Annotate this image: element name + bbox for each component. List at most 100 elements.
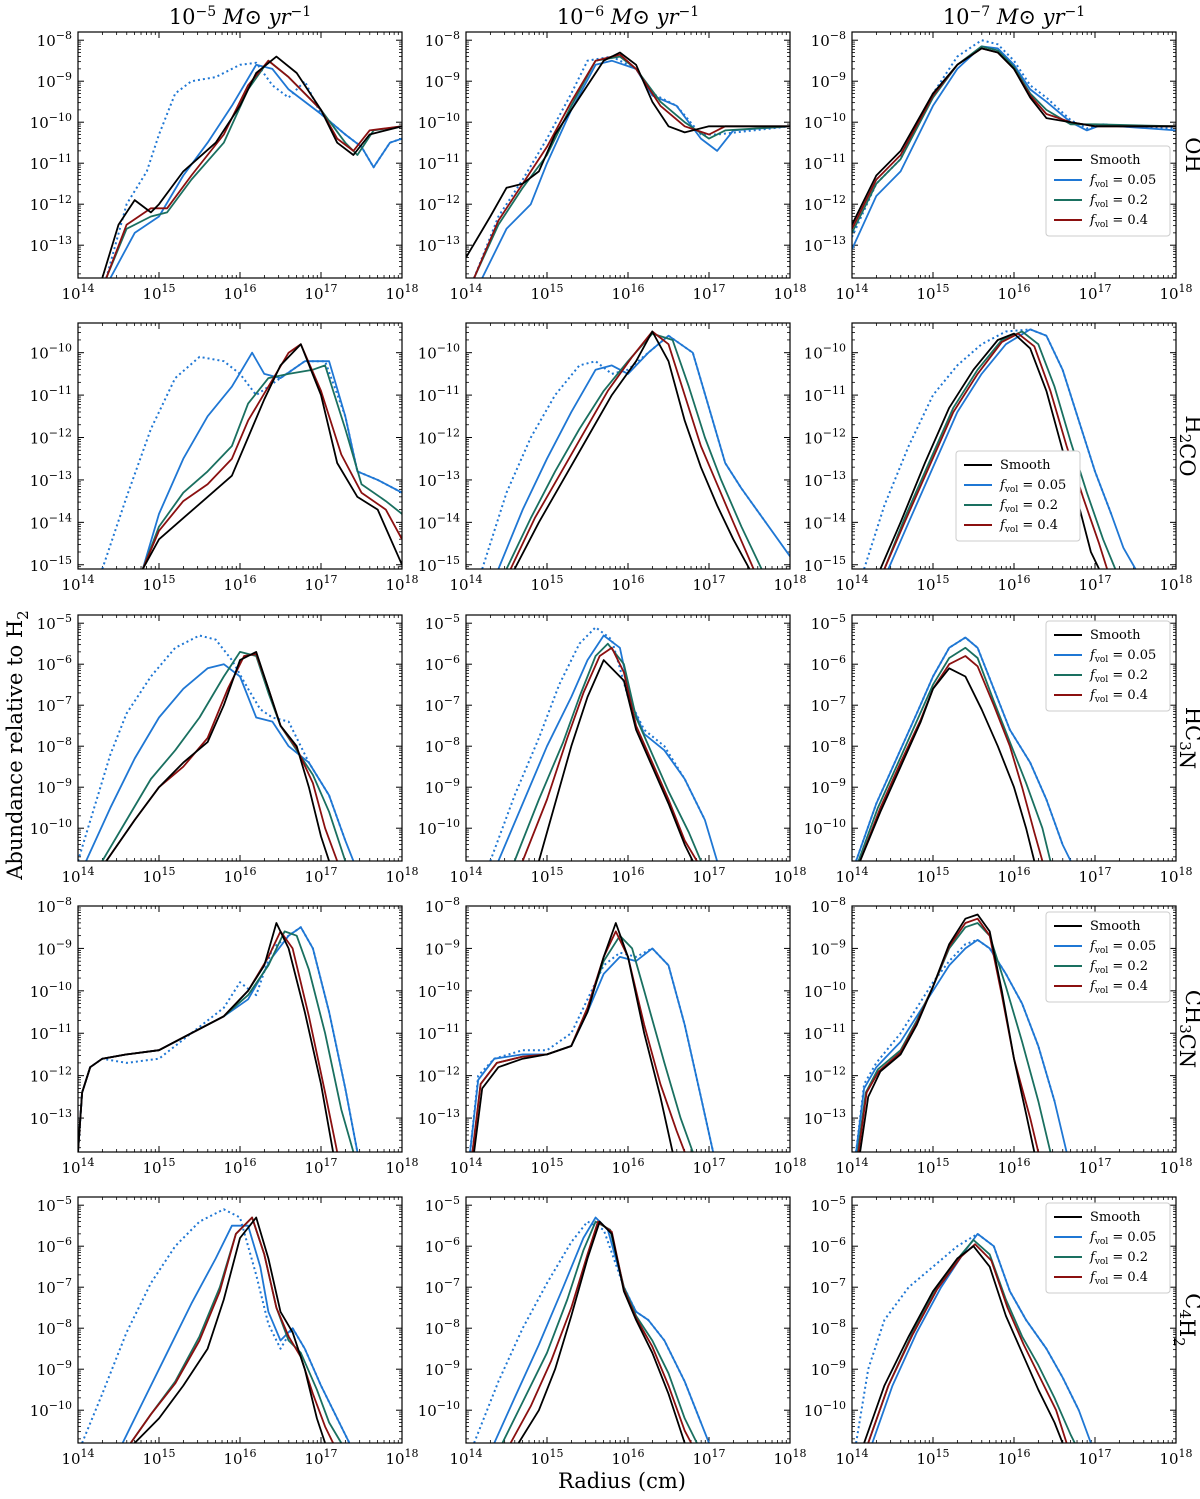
x-tick-label: 1015 (530, 1447, 563, 1468)
series-line-black (513, 330, 751, 569)
x-tick-label: 1016 (611, 282, 644, 303)
x-tick-label: 1017 (692, 573, 725, 594)
panel-h2co-col2: 1014 1015 1016 1017 1018 10−15 10−14 10−13 10−12… (418, 322, 807, 594)
y-tick-label: 10−11 (804, 1022, 846, 1043)
series-line-blueDotted (105, 61, 402, 278)
x-tick-label: 1016 (997, 1156, 1030, 1177)
legend-label: fvol = 0.2 (1089, 668, 1148, 685)
y-tick-label: 10−8 (425, 29, 460, 50)
x-tick-label: 1015 (916, 282, 949, 303)
x-tick-label: 1018 (1159, 573, 1192, 594)
x-tick-label: 1017 (1078, 1156, 1111, 1177)
series-line-green (141, 364, 402, 569)
series-line-red (859, 655, 1044, 861)
x-tick-label: 1017 (692, 282, 725, 303)
y-tick-label: 10−13 (30, 1107, 72, 1128)
x-tick-label: 1015 (916, 1447, 949, 1468)
column-title: 10−5 M⊙ yr−1 (169, 4, 311, 29)
series-line-red (473, 53, 790, 278)
y-tick-label: 10−11 (418, 384, 460, 405)
y-tick-label: 10−8 (811, 29, 846, 50)
panel-frame (77, 1196, 403, 1444)
x-tick-label: 1017 (304, 1156, 337, 1177)
legend-label: Smooth (1000, 458, 1051, 473)
series-line-blue (469, 947, 714, 1152)
legend-label: fvol = 0.4 (1089, 688, 1148, 705)
y-tick-label: 10−13 (30, 234, 72, 255)
series-line-blueDotted (855, 636, 1064, 861)
series-line-blue (871, 1233, 1092, 1443)
y-tick-label: 10−12 (418, 427, 460, 448)
y-tick-label: 10−9 (425, 1358, 460, 1379)
y-tick-label: 10−11 (804, 384, 846, 405)
y-tick-label: 10−6 (425, 653, 460, 674)
panel-frame (77, 31, 403, 279)
series-line-blueDotted (469, 947, 715, 1152)
legend-label: fvol = 0.2 (1089, 1250, 1148, 1267)
panel-frame (77, 614, 403, 862)
x-tick-label: 1017 (692, 1447, 725, 1468)
x-tick-label: 1015 (916, 573, 949, 594)
series-line-blueDotted (855, 1232, 1080, 1443)
legend-label: Smooth (1090, 628, 1141, 643)
series-line-red (471, 930, 686, 1152)
y-tick-label: 10−8 (425, 735, 460, 756)
x-tick-label: 1016 (611, 1156, 644, 1177)
y-tick-label: 10−12 (30, 427, 72, 448)
x-tick-label: 1014 (61, 1447, 94, 1468)
x-tick-label: 1018 (385, 282, 418, 303)
y-axis-title: Abundance relative to H2 (3, 610, 32, 880)
series-line-blue (855, 939, 1068, 1152)
panel-frame (851, 614, 1177, 862)
y-tick-label: 10−10 (804, 111, 846, 132)
x-tick-label: 1015 (530, 1156, 563, 1177)
row-label-c4h2: C4H2 (1170, 1293, 1200, 1347)
legend-label: fvol = 0.4 (1089, 979, 1148, 996)
y-tick-label: 10−5 (425, 1194, 460, 1215)
row-label-ch3cn: CH3CN (1175, 990, 1200, 1068)
y-tick-label: 10−13 (804, 469, 846, 490)
y-tick-label: 10−12 (418, 193, 460, 214)
x-tick-label: 1018 (773, 1156, 806, 1177)
x-tick-label: 1016 (611, 573, 644, 594)
panel-hc3n-col1: 1014 1015 1016 1017 1018 10−10 10−9 10−8 10−7 10−… (30, 612, 419, 886)
x-tick-label: 1017 (1078, 865, 1111, 886)
series-line-blue (493, 1216, 710, 1443)
y-tick-label: 10−10 (30, 342, 72, 363)
y-tick-label: 10−9 (811, 776, 846, 797)
panel-frame (851, 1196, 1177, 1444)
series-line-black (142, 343, 402, 569)
panel-frame (77, 905, 403, 1153)
y-tick-label: 10−9 (811, 70, 846, 91)
legend: Smooth fvol = 0.05 fvol = 0.2 fvol = 0.4 (1045, 620, 1171, 712)
y-tick-label: 10−10 (30, 817, 72, 838)
x-tick-label: 1017 (304, 865, 337, 886)
series-line-blueDotted (863, 328, 1113, 569)
y-tick-label: 10−13 (804, 234, 846, 255)
legend-label: fvol = 0.05 (999, 478, 1066, 495)
x-tick-label: 1018 (1159, 865, 1192, 886)
y-tick-label: 10−9 (37, 70, 72, 91)
series-line-black (538, 659, 694, 861)
y-tick-label: 10−10 (418, 980, 460, 1001)
series-line-green (105, 59, 402, 278)
series-line-blueDotted (81, 1208, 351, 1443)
series-line-red (78, 930, 339, 1152)
x-tick-label: 1016 (223, 1156, 256, 1177)
y-tick-label: 10−9 (37, 776, 72, 797)
series-line-green (471, 934, 694, 1152)
series-line-black (859, 667, 1036, 861)
y-tick-label: 10−11 (418, 152, 460, 173)
panel-ch3cn-col2: 1014 1015 1016 1017 1018 10−13 10−12 10−11 10−10… (418, 895, 807, 1177)
y-tick-label: 10−10 (804, 1399, 846, 1420)
series-line-blue (855, 636, 1072, 861)
series-line-green (856, 922, 1052, 1152)
y-tick-label: 10−13 (418, 234, 460, 255)
series-line-red (105, 59, 402, 278)
series-line-blue (85, 663, 355, 861)
panel-frame (465, 322, 791, 570)
y-tick-label: 10−8 (811, 1317, 846, 1338)
y-tick-label: 10−5 (37, 612, 72, 633)
